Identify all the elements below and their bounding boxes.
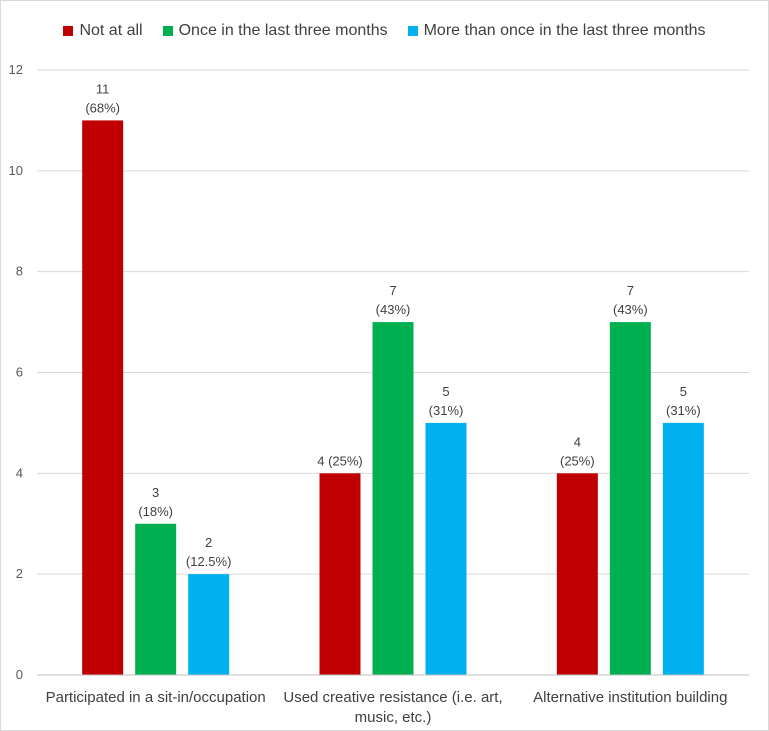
data-label-0-0-1: (68%) [85, 100, 120, 115]
legend-item-once: Once in the last three months [162, 22, 388, 40]
y-tick-label-8: 8 [16, 264, 23, 279]
data-label-1-1-1: (43%) [376, 302, 411, 317]
data-label-2-1-0: 5 [442, 384, 449, 399]
y-tick-label-2: 2 [16, 566, 23, 581]
category-label-2-0: Alternative institution building [533, 689, 727, 706]
data-label-2-2-0: 5 [680, 384, 687, 399]
data-label-1-2-1: (43%) [613, 302, 648, 317]
category-label-0-0: Participated in a sit-in/occupation [46, 689, 266, 706]
bar-1-2 [609, 322, 651, 675]
legend-swatch-not-at-all [63, 26, 74, 36]
bar-0-1 [319, 473, 361, 675]
bar-0-0 [82, 120, 124, 675]
bar-2-2 [662, 422, 704, 675]
bar-1-1 [372, 322, 414, 675]
data-label-2-1-1: (31%) [429, 403, 464, 418]
data-label-0-0-0: 11 [96, 81, 110, 96]
bar-2-1 [425, 422, 467, 675]
category-label-1-0: Used creative resistance (i.e. art, [283, 689, 502, 706]
data-label-2-2-1: (31%) [666, 403, 701, 418]
data-label-1-2-0: 7 [627, 283, 634, 298]
data-label-0-2-1: (25%) [560, 453, 595, 468]
legend-label-not-at-all: Not at all [79, 22, 143, 39]
legend: Not at all Once in the last three months… [0, 22, 769, 40]
legend-item-more-than-once: More than once in the last three months [407, 22, 706, 40]
data-label-2-0-0: 2 [205, 535, 212, 550]
bar-0-2 [556, 473, 598, 675]
legend-label-more-than-once: More than once in the last three months [423, 22, 706, 39]
bar-2-0 [188, 574, 230, 675]
y-tick-label-12: 12 [9, 62, 23, 77]
legend-swatch-once [162, 26, 173, 36]
data-label-2-0-1: (12.5%) [186, 554, 232, 569]
data-label-1-0-1: (18%) [138, 504, 173, 519]
data-label-1-1-0: 7 [389, 283, 396, 298]
data-label-0-1-0: 4 (25%) [317, 453, 363, 468]
y-tick-label-0: 0 [16, 667, 23, 682]
data-label-1-0-0: 3 [152, 485, 159, 500]
bar-1-0 [135, 523, 177, 675]
legend-label-once: Once in the last three months [178, 22, 388, 39]
legend-swatch-more-than-once [407, 26, 418, 36]
y-tick-label-4: 4 [16, 465, 23, 480]
y-tick-label-10: 10 [9, 163, 23, 178]
legend-item-not-at-all: Not at all [63, 22, 143, 40]
category-label-1-1: music, etc.) [355, 709, 432, 726]
data-label-0-2-0: 4 [574, 434, 581, 449]
y-tick-label-6: 6 [16, 365, 23, 380]
